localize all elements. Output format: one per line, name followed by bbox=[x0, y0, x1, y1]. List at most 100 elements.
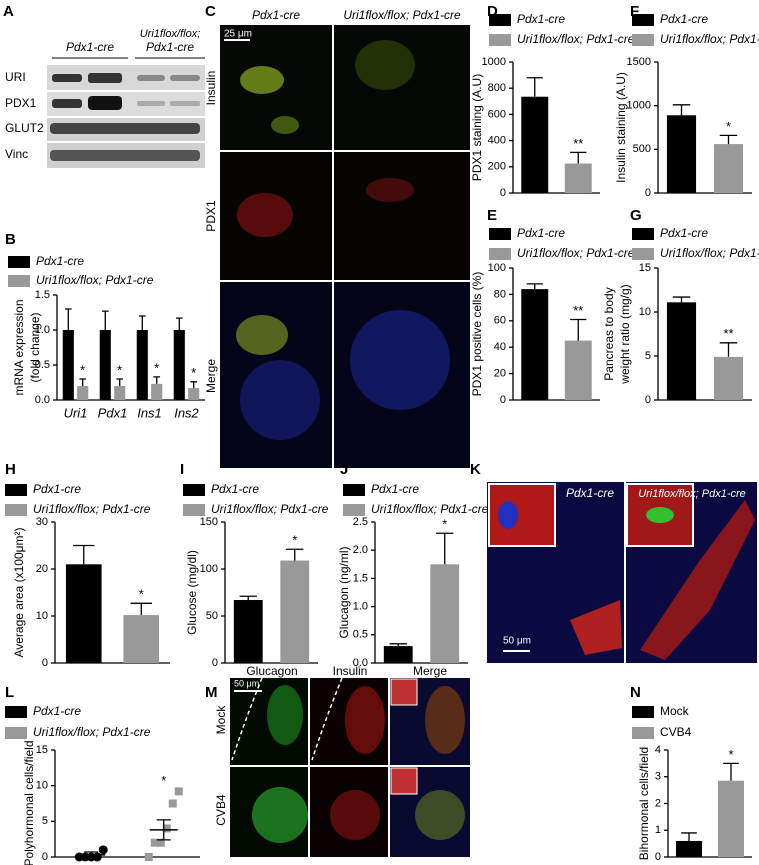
error-bar bbox=[526, 77, 543, 97]
legend-swatch bbox=[183, 504, 205, 516]
error-bar bbox=[130, 602, 152, 616]
y-tick-label: 1000 bbox=[482, 56, 506, 68]
error-bar bbox=[101, 310, 109, 330]
y-tick-label: 600 bbox=[488, 108, 506, 120]
significance: * bbox=[726, 119, 731, 134]
y-tick-label: 800 bbox=[488, 82, 506, 94]
error-bar bbox=[570, 151, 587, 164]
data-point bbox=[174, 787, 183, 796]
legend-swatch bbox=[489, 14, 511, 26]
legend-swatch bbox=[5, 706, 27, 718]
stain bbox=[330, 790, 380, 840]
y-tick-label: 100 bbox=[488, 262, 506, 274]
legend-swatch bbox=[632, 727, 654, 739]
legend-label: Pdx1-cre bbox=[517, 226, 565, 240]
legend-label: Pdx1-cre bbox=[371, 482, 419, 496]
row-label: Merge bbox=[204, 359, 218, 393]
error-bar bbox=[190, 381, 198, 389]
significance: * bbox=[442, 517, 447, 532]
stain bbox=[267, 685, 303, 745]
bar bbox=[383, 646, 413, 663]
error-bar bbox=[719, 342, 738, 357]
error-bar bbox=[79, 378, 87, 386]
panel-letter: A bbox=[3, 3, 14, 20]
legend-swatch bbox=[5, 727, 27, 739]
panel-m: M Glucagon Insulin Merge Mock CVB4 50 μm bbox=[205, 664, 470, 857]
legend-swatch bbox=[632, 706, 654, 718]
panel-letter: I bbox=[180, 461, 184, 478]
error-bar bbox=[116, 378, 124, 386]
error-bar bbox=[719, 134, 738, 145]
blot-row-label: PDX1 bbox=[5, 96, 37, 110]
legend-label: Uri1flox/flox; Pdx1-cre bbox=[660, 246, 759, 260]
legend-label: Uri1flox/flox; Pdx1-cre bbox=[517, 32, 635, 46]
legend-swatch bbox=[632, 228, 654, 240]
y-tick-label: 60 bbox=[494, 315, 506, 327]
y-tick-label: 1.0 bbox=[353, 601, 368, 613]
data-point bbox=[98, 845, 108, 855]
y-tick-label: 2.0 bbox=[353, 544, 368, 556]
panel-letter: C bbox=[205, 3, 216, 20]
column-label: Insulin bbox=[333, 664, 368, 678]
y-tick-label: 0 bbox=[500, 187, 506, 199]
panel-letter: J bbox=[340, 461, 348, 478]
micrograph bbox=[334, 25, 470, 150]
inset bbox=[390, 767, 418, 795]
error-bar bbox=[175, 317, 183, 330]
panel-letter: H bbox=[5, 461, 16, 478]
y-axis-label: Glucagon (ng/ml) bbox=[337, 546, 351, 638]
stain bbox=[355, 40, 415, 90]
y-tick-label: 0.0 bbox=[35, 394, 50, 406]
significance: ** bbox=[573, 303, 583, 318]
panel-letter: N bbox=[630, 684, 641, 701]
legend-swatch bbox=[5, 484, 27, 496]
row-label: CVB4 bbox=[214, 794, 228, 826]
boundary bbox=[231, 677, 263, 761]
stain bbox=[366, 178, 414, 202]
stain bbox=[345, 686, 385, 754]
y-tick-label: 500 bbox=[633, 143, 651, 155]
error-bar bbox=[156, 819, 171, 841]
y-tick-label: 0 bbox=[212, 657, 218, 669]
bar bbox=[151, 383, 163, 400]
significance: * bbox=[161, 773, 166, 788]
error-bar bbox=[436, 532, 454, 565]
y-axis-label: Pancreas to body bbox=[602, 287, 616, 380]
bar bbox=[65, 564, 102, 663]
bar bbox=[62, 330, 74, 400]
legend-label: Pdx1-cre bbox=[660, 226, 708, 240]
data-point bbox=[156, 838, 165, 847]
y-tick-label: 0 bbox=[645, 394, 651, 406]
blot-group: Pdx1-cre bbox=[146, 40, 194, 54]
bar bbox=[675, 840, 703, 857]
legend-swatch bbox=[632, 248, 654, 260]
significance: * bbox=[154, 360, 159, 375]
significance: ** bbox=[573, 136, 583, 151]
error-bar bbox=[389, 643, 407, 647]
y-axis-label: PDX1 staining (A.U) bbox=[470, 74, 484, 181]
bar bbox=[666, 115, 697, 193]
panel-k: K Pdx1-cre Uri1flox/flox; Pdx1-cre 50 μm bbox=[470, 461, 757, 663]
panel-letter: M bbox=[205, 684, 218, 701]
y-tick-label: 150 bbox=[200, 516, 218, 528]
y-tick-label: 30 bbox=[36, 516, 48, 528]
y-tick-label: 10 bbox=[36, 780, 48, 792]
stain bbox=[415, 790, 465, 840]
y-tick-label: 3 bbox=[655, 771, 661, 783]
legend-label: Mock bbox=[660, 704, 690, 718]
error-bar bbox=[672, 104, 691, 116]
blot-panel: A Pdx1-cre Uri1flox/flox; Pdx1-cre URI P… bbox=[3, 3, 205, 168]
y-tick-label: 1.0 bbox=[35, 324, 50, 336]
panel-letter: K bbox=[470, 461, 481, 478]
legend-label: Pdx1-cre bbox=[33, 482, 81, 496]
error-bar bbox=[138, 315, 146, 330]
y-tick-label: 15 bbox=[639, 262, 651, 274]
blot-bands bbox=[50, 73, 200, 161]
legend-label: Pdx1-cre bbox=[211, 482, 259, 496]
y-tick-label: 20 bbox=[36, 563, 48, 575]
column-label: Pdx1-cre bbox=[566, 486, 614, 500]
error-bar bbox=[681, 832, 697, 841]
blot-group: Pdx1-cre bbox=[66, 40, 114, 54]
significance: * bbox=[292, 533, 297, 548]
